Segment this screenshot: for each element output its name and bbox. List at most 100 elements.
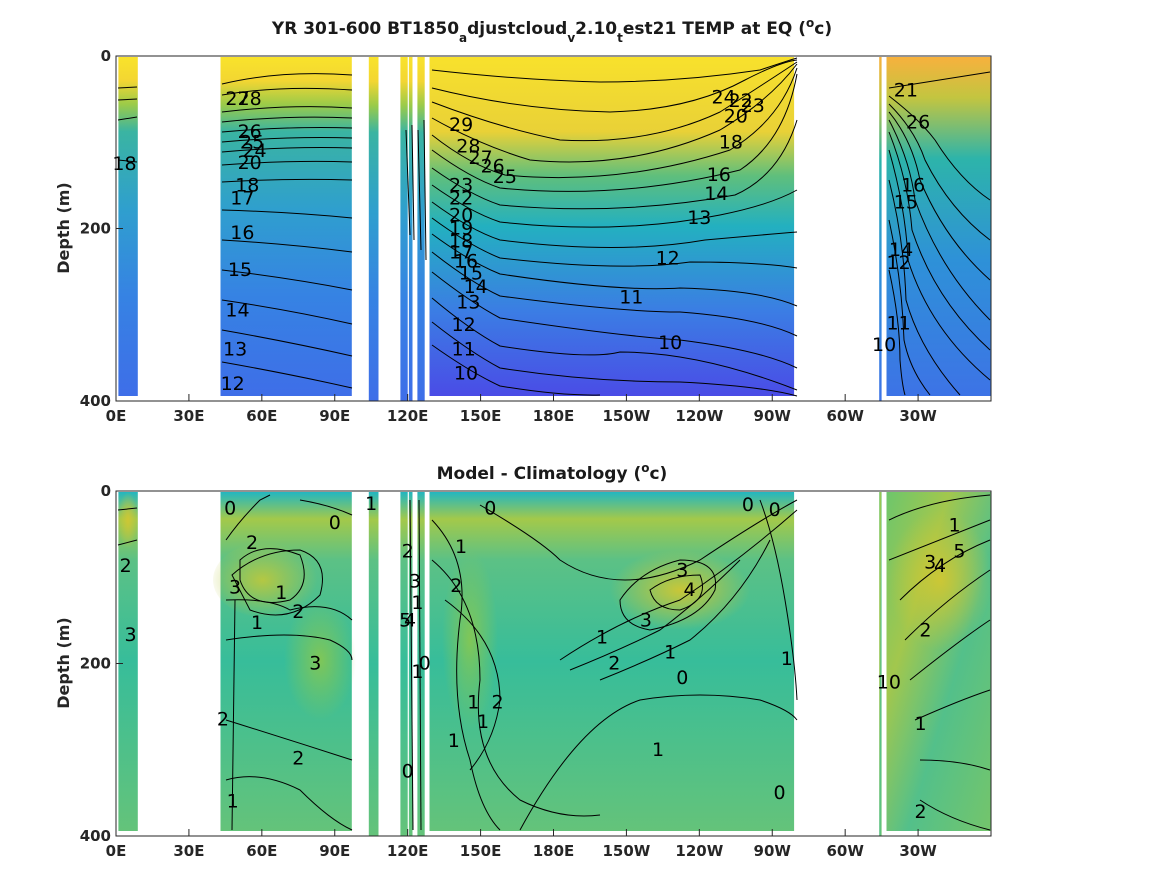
ocean-segment	[417, 57, 425, 401]
contour-label: 1	[251, 612, 263, 634]
y-tick-label: 0	[101, 47, 111, 65]
contour-label: 2	[292, 747, 304, 769]
contour-label: 0	[329, 512, 341, 534]
contour-label: 0	[224, 497, 236, 519]
x-axis-ticks: 0E 30E 60E 90E 120E 150E 180E 150W 120W 90W 60W 30W	[106, 394, 937, 425]
contour-label: 15	[228, 259, 252, 281]
y-axis-label: Depth (m)	[54, 182, 73, 274]
contour-label: 1	[455, 536, 467, 558]
x-tick-label: 150E	[460, 407, 502, 425]
contour-label: 13	[456, 292, 480, 314]
contour-label: 3	[924, 552, 936, 574]
contour-label: 3	[640, 609, 652, 631]
contour-label: 19	[449, 218, 473, 240]
x-tick-label: 60W	[826, 842, 864, 860]
contour-label: 3	[309, 653, 321, 675]
ocean-segment	[368, 492, 379, 836]
contour-label: 26	[481, 155, 505, 177]
contour-label: 18	[112, 153, 136, 175]
contour-label: 2	[492, 691, 504, 713]
contour-label: 1	[448, 730, 460, 752]
ocean-segment	[417, 492, 425, 836]
contour-lines	[117, 57, 991, 397]
contour-label: 0	[484, 497, 496, 519]
x-tick-label: 90E	[319, 407, 350, 425]
contour-label: 29	[449, 114, 473, 136]
contour-label: 3	[676, 559, 688, 581]
contour-label: 16	[901, 174, 925, 196]
ocean-segment	[220, 57, 352, 396]
contour-label: 2	[608, 653, 620, 675]
x-tick-label: 60E	[246, 842, 277, 860]
contour-label: 0	[773, 782, 785, 804]
contour-label: 2	[402, 540, 414, 562]
contour-label: 13	[687, 207, 711, 229]
x-tick-label: 180E	[533, 842, 575, 860]
contour-label: 20	[238, 152, 262, 174]
contour-label: 1	[467, 691, 479, 713]
contour-label: 12	[887, 252, 911, 274]
contour-label: 14	[704, 183, 728, 205]
panel-difference: Model - Climatology (oc)	[54, 461, 992, 860]
contour-label: 25	[493, 166, 517, 188]
contour-label: 17	[449, 242, 473, 264]
y-axis-label: Depth (m)	[54, 617, 73, 709]
contour-label: 23	[449, 174, 473, 196]
ocean-segment	[400, 57, 408, 401]
y-axis-ticks: 0 200 400	[80, 482, 123, 845]
ocean-segment	[118, 57, 138, 396]
contour-label: 11	[619, 287, 643, 309]
x-tick-label: 120E	[387, 842, 429, 860]
contour-label: 4	[934, 555, 946, 577]
contour-label: 26	[238, 121, 262, 143]
x-tick-label: 120W	[675, 842, 723, 860]
contour-label: 14	[225, 299, 249, 321]
contour-label: 15	[894, 192, 918, 214]
x-tick-label: 150W	[602, 407, 650, 425]
contour-label: 5	[953, 540, 965, 562]
x-tick-label: 30E	[173, 842, 204, 860]
x-tick-label: 30W	[899, 842, 937, 860]
x-tick-label: 0E	[106, 842, 127, 860]
contour-label: 25	[240, 131, 264, 153]
contour-label: 26	[906, 111, 930, 133]
contour-label: 2	[450, 575, 462, 597]
contour-label: 5	[399, 609, 411, 631]
contour-labels: 1827282625242018171615141312292827262523…	[112, 80, 930, 395]
x-tick-label: 0E	[106, 407, 127, 425]
contour-label: 1	[275, 582, 287, 604]
contour-label: 2	[120, 555, 132, 577]
contour-label: 11	[452, 338, 476, 360]
contour-label: 2	[919, 620, 931, 642]
contour-label: 1	[781, 648, 793, 670]
anomaly-highlights	[118, 492, 992, 730]
y-tick-label: 200	[80, 655, 111, 673]
x-tick-label: 60E	[246, 407, 277, 425]
axes: 0E 30E 60E 90E 120E 150E 180E 150W 120W 90W 60W 30W…	[54, 482, 992, 860]
contour-label: 23	[741, 95, 765, 117]
contour-label: 0	[676, 667, 688, 689]
y-tick-label: 200	[80, 220, 111, 238]
contour-label: 16	[707, 164, 731, 186]
contour-label: 10	[872, 334, 896, 356]
ocean-segment	[408, 57, 413, 401]
contour-label: 16	[454, 250, 478, 272]
contour-label: 28	[456, 136, 480, 158]
contour-label: 0	[419, 653, 431, 675]
contour-label: 27	[469, 147, 493, 169]
contour-label: 1	[914, 713, 926, 735]
y-tick-label: 0	[101, 482, 111, 500]
contour-label: 18	[235, 174, 259, 196]
contour-label: 2	[914, 801, 926, 823]
ocean-segment	[408, 492, 413, 836]
x-tick-label: 120E	[387, 407, 429, 425]
contour-label: 1	[477, 711, 489, 733]
contour-label: 0	[769, 499, 781, 521]
contour-label: 11	[887, 312, 911, 334]
contour-label: 1	[652, 739, 664, 761]
x-tick-label: 60W	[826, 407, 864, 425]
ocean-segment	[886, 57, 991, 396]
contour-label: 15	[459, 262, 483, 284]
ocean-segment	[879, 492, 882, 836]
